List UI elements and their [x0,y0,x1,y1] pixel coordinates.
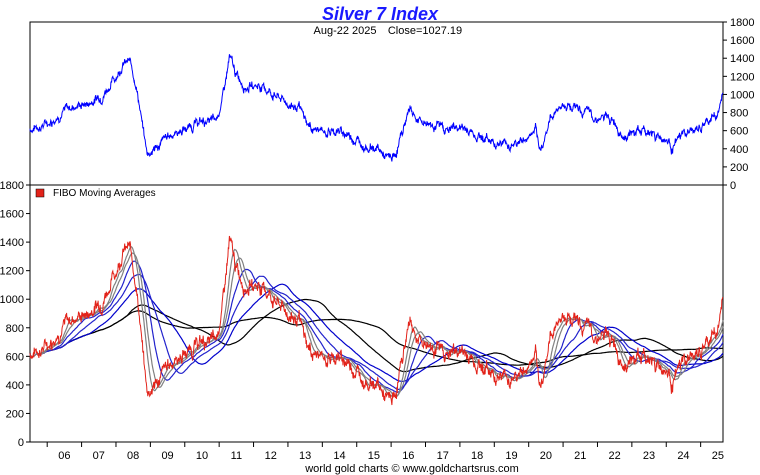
moving-average-line [29,273,724,390]
bottom-y-tick-label: 600 [6,351,24,363]
x-tick-label: 18 [471,450,483,462]
bottom-y-tick-label: 1800 [0,180,24,192]
bottom-y-tick-label: 1400 [0,237,24,249]
top-y-tick-label: 1200 [730,71,754,83]
x-tick-label: 25 [712,450,724,462]
top-y-tick-label: 0 [730,180,736,192]
x-tick-label: 21 [574,450,586,462]
top-y-tick-label: 200 [730,162,748,174]
moving-average-line [29,310,723,366]
bottom-y-tick-label: 1200 [0,266,24,278]
bottom-y-tick-label: 0 [18,437,24,449]
bottom-y-tick-label: 400 [6,380,24,392]
x-tick-label: 23 [643,450,655,462]
bottom-price-line [29,235,724,406]
top-y-tick-label: 600 [730,126,748,138]
x-tick-label: 13 [299,450,311,462]
x-tick-label: 09 [161,450,173,462]
bottom-moving-averages [29,235,724,406]
bottom-y-tick-label: 1600 [0,209,24,221]
x-tick-label: 07 [93,450,105,462]
bottom-y-tick-label: 800 [6,323,24,335]
moving-average-line [29,283,724,383]
x-tick-label: 17 [437,450,449,462]
x-tick-label: 16 [402,450,414,462]
bottom-y-tick-label: 200 [6,408,24,420]
top-y-tick-label: 1600 [730,35,754,47]
footer-credit: world gold charts © www.goldchartsrus.co… [304,463,519,475]
x-tick-label: 06 [58,450,70,462]
x-tick-label: 12 [265,450,277,462]
chart-date: Aug-22 2025 [314,25,377,37]
x-tick-label: 24 [677,450,689,462]
top-panel-frame [29,21,724,186]
x-tick-label: 10 [196,450,208,462]
chart-close-value: Close=1027.19 [388,25,462,37]
bottom-y-tick-label: 1000 [0,294,24,306]
top-y-tick-label: 1000 [730,89,754,101]
chart-title: Silver 7 Index [322,4,439,24]
moving-average-line [29,298,724,373]
top-price-series [29,54,724,162]
top-price-line [29,54,724,162]
x-axis: 06 07 08 09 10 11 12 13 14 15 16 17 18 19 20 21 22 23 24 25 [46,442,724,462]
bottom-panel-frame [29,184,724,443]
x-tick-label: 14 [333,450,345,462]
top-y-tick-label: 800 [730,108,748,120]
x-tick-label: 22 [609,450,621,462]
top-y-tick-label: 400 [730,144,748,156]
top-y-tick-label: 1400 [730,53,754,65]
x-tick-label: 15 [368,450,380,462]
bottom-y-axis: 0 200 400 600 800 1000 1200 1400 1600 1800 [0,180,30,449]
top-y-axis: 0 200 400 600 800 1000 1200 1400 1600 1800 [723,17,754,192]
legend-label: FIBO Moving Averages [53,188,156,199]
x-tick-label: 08 [127,450,139,462]
top-y-tick-label: 1800 [730,17,754,29]
legend-swatch [35,188,45,198]
x-tick-label: 11 [231,450,242,462]
x-tick-label: 19 [505,450,517,462]
x-tick-label: 20 [540,450,552,462]
